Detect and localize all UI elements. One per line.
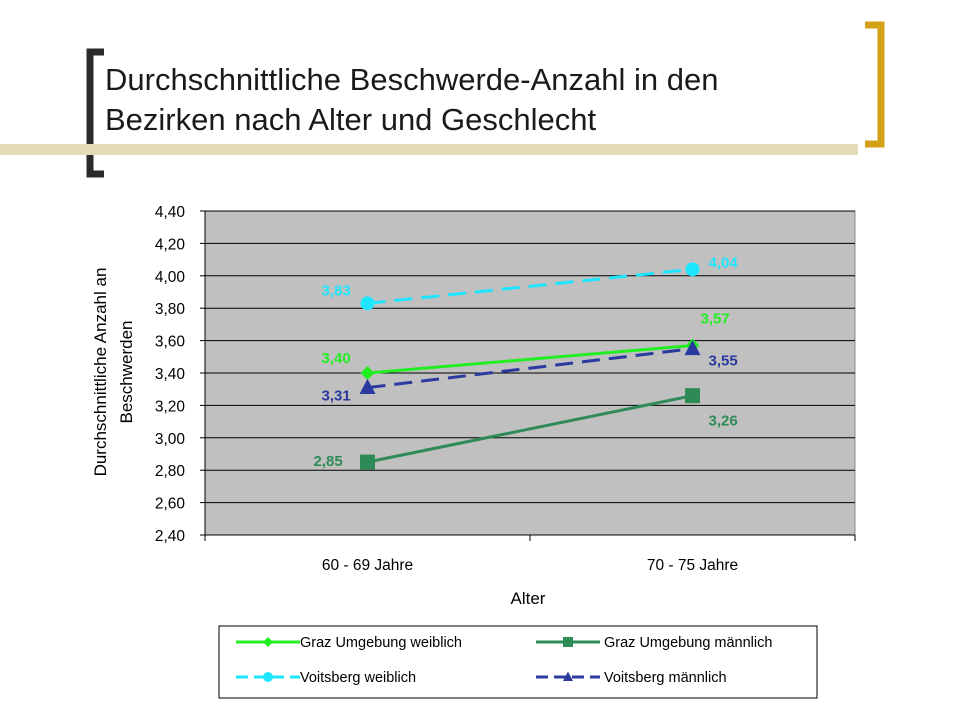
data-label: 3,55: [709, 353, 738, 370]
y-axis-title-line-1: Durchschnittliche Anzahl an: [91, 268, 110, 477]
data-point: [685, 262, 700, 277]
legend-label: Graz Umgebung weiblich: [300, 635, 462, 651]
y-axis-title-line-2: Beschwerden: [117, 320, 136, 423]
x-axis-title: Alter: [511, 589, 546, 608]
data-point: [360, 454, 375, 470]
data-label: 3,57: [701, 310, 730, 327]
legend-item: Graz Umgebung männlich: [536, 635, 772, 651]
series-line: [367, 267, 693, 305]
data-point: [359, 378, 376, 394]
legend-label: Voitsberg weiblich: [300, 670, 416, 686]
y-axis-ticks: 4,40 4,20 4,00 3,80 3,60 3,40 3,20 3,00 2,80 2,60…: [155, 204, 206, 545]
y-tick-label: 3,80: [155, 301, 186, 318]
data-label: 3,83: [322, 282, 351, 299]
y-tick-label: 4,20: [155, 236, 186, 253]
legend-swatch-marker: [563, 671, 573, 681]
y-tick-label: 4,40: [155, 204, 186, 221]
legend-label: Voitsberg männlich: [604, 670, 727, 686]
legend-label: Graz Umgebung männlich: [604, 635, 772, 651]
y-tick-label: 3,40: [155, 366, 186, 383]
series-line: [367, 394, 693, 464]
data-label: 4,04: [709, 254, 739, 271]
title-line-2: Bezirken nach Alter und Geschlecht: [105, 102, 597, 137]
data-point: [684, 339, 701, 356]
data-label: 2,85: [314, 453, 343, 470]
legend-swatch-marker: [263, 672, 273, 682]
series-line: [367, 347, 693, 390]
data-point: [360, 296, 375, 311]
legend-item: Voitsberg weiblich: [236, 670, 416, 686]
y-tick-label: 4,00: [155, 269, 186, 286]
x-tick-label: 70 - 75 Jahre: [647, 557, 738, 574]
legend-item: Voitsberg männlich: [536, 670, 727, 686]
y-tick-label: 2,80: [155, 463, 186, 480]
y-tick-label: 3,60: [155, 334, 186, 351]
legend-box: [218, 625, 818, 699]
y-tick-label: 3,20: [155, 398, 186, 415]
data-label: 3,26: [709, 413, 738, 430]
legend-item: Graz Umgebung weiblich: [236, 635, 462, 651]
data-label: 3,31: [322, 388, 351, 405]
legend: Graz Umgebung weiblich Graz Umgebung männ…: [236, 635, 772, 686]
data-point: [360, 366, 375, 380]
series-1: 2,85 3,26: [314, 388, 738, 470]
y-tick-label: 2,60: [155, 496, 186, 513]
series-3: 3,31 3,55: [322, 339, 738, 405]
data-point: [685, 388, 700, 404]
legend-swatch-marker: [563, 637, 573, 647]
data-label: 3,40: [322, 350, 351, 367]
page-title: Durchschnittliche Beschwerde-Anzahl in d…: [105, 60, 865, 140]
series-2: 3,83 4,04: [322, 254, 739, 311]
series-line: [367, 343, 693, 375]
x-tick-label: 60 - 69 Jahre: [322, 557, 413, 574]
series-0: 3,40 3,57: [322, 310, 730, 380]
x-axis-ticks: 60 - 69 Jahre 70 - 75 Jahre: [204, 534, 856, 574]
title-line-1: Durchschnittliche Beschwerde-Anzahl in d…: [105, 62, 719, 97]
series-group: 3,40 3,57 2,85 3,26 3,83 4,04 3,31 3,55: [314, 254, 739, 470]
y-tick-label: 2,40: [155, 528, 186, 545]
legend-swatch-marker: [263, 637, 273, 647]
y-tick-label: 3,00: [155, 431, 186, 448]
